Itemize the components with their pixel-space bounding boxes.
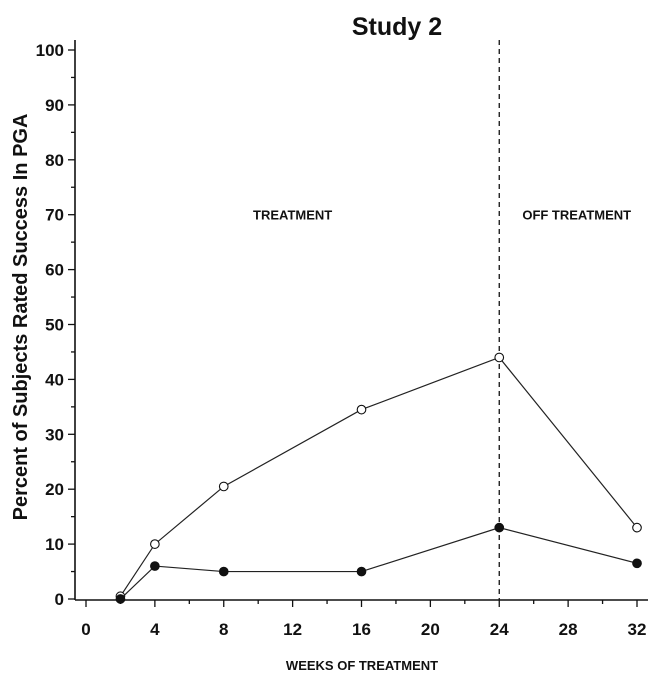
series-line	[120, 527, 638, 600]
data-point	[494, 522, 505, 533]
x-tick-label: 4	[150, 620, 160, 639]
x-tick-label: 32	[628, 620, 647, 639]
series	[115, 352, 642, 604]
ticks: 0 10 20 30 40 50 60 70 80 90 100 0 4 8 12 16 20 24 28 32	[36, 41, 647, 639]
y-tick-label: 0	[55, 590, 64, 609]
data-point	[218, 481, 229, 492]
x-tick-label: 12	[283, 620, 302, 639]
y-tick-label: 70	[45, 206, 64, 225]
y-tick-label: 60	[45, 261, 64, 280]
x-tick-label: 8	[219, 620, 228, 639]
y-tick-label: 10	[45, 535, 64, 554]
axes	[74, 40, 648, 601]
x-tick-label: 20	[421, 620, 440, 639]
y-axis-label: Percent of Subjects Rated Success In PGA	[10, 114, 32, 521]
data-point	[632, 522, 642, 533]
series-line	[119, 356, 638, 597]
data-point	[150, 539, 160, 549]
x-tick-label: 28	[559, 620, 578, 639]
y-tick-label: 50	[45, 316, 64, 335]
x-tick-label: 16	[352, 620, 371, 639]
x-axis-label: WEEKS OF TREATMENT	[286, 658, 438, 673]
data-point	[356, 566, 367, 577]
y-tick-label: 20	[45, 480, 64, 499]
y-tick-label: 40	[45, 370, 64, 389]
annotation-label: TREATMENT	[253, 208, 332, 223]
data-point	[356, 404, 367, 415]
y-tick-label: 80	[45, 151, 64, 170]
y-axis-label-group: Percent of Subjects Rated Success In PGA	[10, 114, 32, 521]
y-tick-label: 30	[45, 425, 64, 444]
data-point	[494, 352, 505, 363]
annotation-label: OFF TREATMENT	[522, 208, 631, 223]
data-point	[150, 561, 160, 571]
y-tick-label: 90	[45, 96, 64, 115]
y-tick-label: 100	[36, 41, 64, 60]
data-point	[115, 594, 126, 604]
annotations: TREATMENT OFF TREATMENT	[253, 208, 631, 223]
chart-title: Study 2	[352, 13, 442, 41]
data-point	[218, 566, 229, 577]
x-tick-label: 24	[490, 620, 509, 639]
x-tick-label: 0	[81, 620, 90, 639]
data-point	[632, 558, 642, 569]
